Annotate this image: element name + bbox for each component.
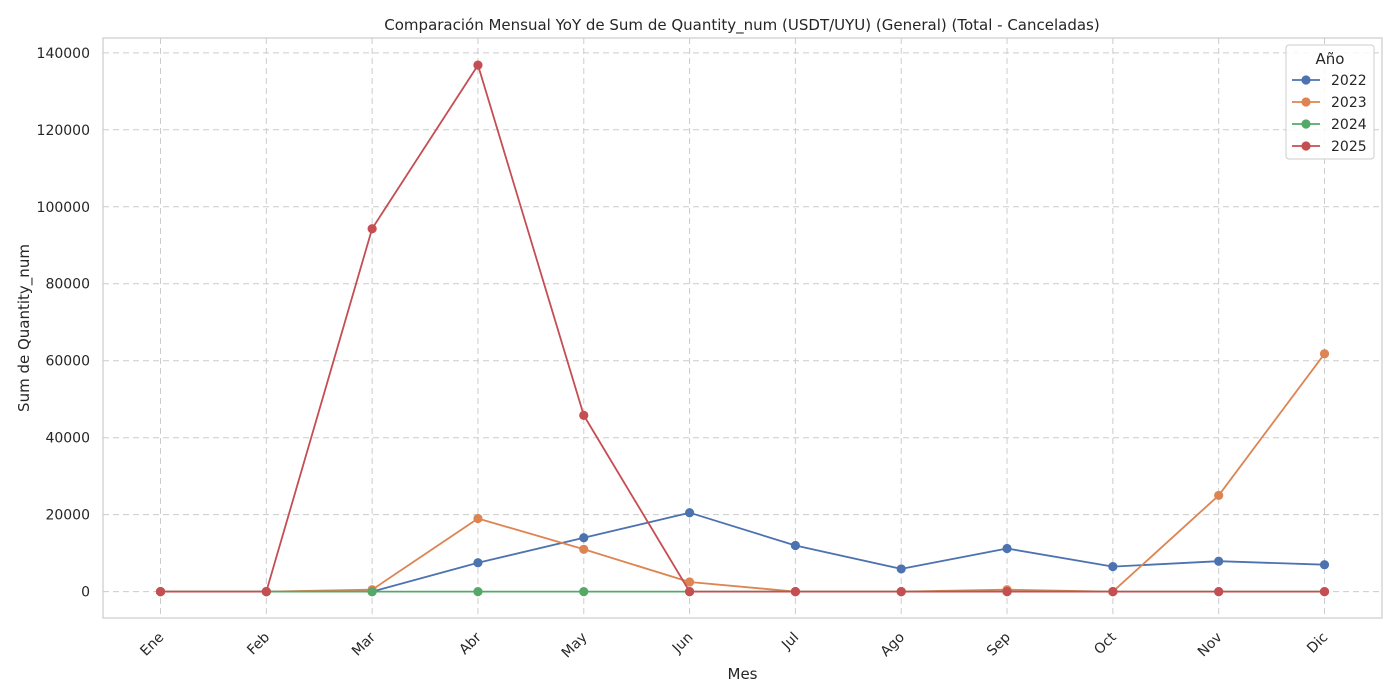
data-point-2025 [473,61,482,70]
y-tick-label: 80000 [45,277,90,293]
data-point-2022 [1002,544,1011,553]
data-point-2025 [1002,587,1011,596]
data-point-2025 [1108,587,1117,596]
data-point-2025 [685,587,694,596]
data-point-2025 [579,411,588,420]
legend-marker-2023 [1301,97,1310,106]
data-point-2025 [156,587,165,596]
x-tick-label: Mar [349,629,379,659]
legend-marker-2025 [1301,141,1310,150]
x-tick-label: Abr [456,629,485,658]
data-point-2022 [1108,562,1117,571]
data-point-2025 [1214,587,1223,596]
legend-label-2025: 2025 [1331,139,1367,155]
data-point-2025 [897,587,906,596]
data-point-2022 [579,533,588,542]
data-point-2025 [262,587,271,596]
data-point-2025 [368,224,377,233]
y-tick-label: 20000 [45,508,90,524]
data-point-2022 [685,508,694,517]
data-point-2022 [473,558,482,567]
x-tick-label: Oct [1091,629,1120,658]
y-tick-label: 40000 [45,431,90,447]
data-point-2024 [579,587,588,596]
y-axis-label: Sum de Quantity_num [15,244,34,412]
x-tick-label: Feb [244,629,273,658]
x-tick-label: Jun [669,630,696,657]
legend-marker-2022 [1301,75,1310,84]
x-tick-label: May [559,630,591,662]
data-point-2025 [1320,587,1329,596]
legend-label-2024: 2024 [1331,117,1367,133]
y-tick-label: 100000 [37,200,90,216]
x-tick-label: Ene [137,630,167,660]
data-point-2022 [1320,560,1329,569]
legend-title: Año [1316,50,1345,68]
data-point-2023 [1320,349,1329,358]
legend-marker-2024 [1301,119,1310,128]
legend-label-2022: 2022 [1331,73,1367,89]
data-point-2024 [368,587,377,596]
chart-title: Comparación Mensual YoY de Sum de Quanti… [384,16,1099,35]
x-axis-label: Mes [728,665,758,683]
data-point-2025 [791,587,800,596]
x-tick-label: Ago [878,630,908,660]
data-point-2022 [791,541,800,550]
data-point-2024 [473,587,482,596]
legend-label-2023: 2023 [1331,95,1367,111]
data-point-2023 [473,514,482,523]
data-point-2022 [897,564,906,573]
data-point-2022 [1214,557,1223,566]
y-tick-label: 140000 [37,46,90,62]
y-axis-ticks: 0 20000 40000 60000 80000 100000 120000 140000 [37,46,90,601]
x-axis-ticks: Ene Feb Mar Abr May Jun Jul Ago Sep Oct Nov Dic [137,629,1331,661]
legend: Año 2022 2023 2024 2025 [1286,45,1374,159]
data-point-2023 [579,545,588,554]
data-point-2023 [1214,491,1223,500]
x-tick-label: Jul [778,630,802,654]
y-tick-label: 120000 [37,123,90,139]
x-tick-label: Nov [1195,630,1226,661]
y-tick-label: 60000 [45,354,90,370]
plot-area [103,38,1382,618]
x-tick-label: Dic [1304,630,1331,657]
y-tick-label: 0 [81,585,90,601]
x-tick-label: Sep [984,629,1014,659]
